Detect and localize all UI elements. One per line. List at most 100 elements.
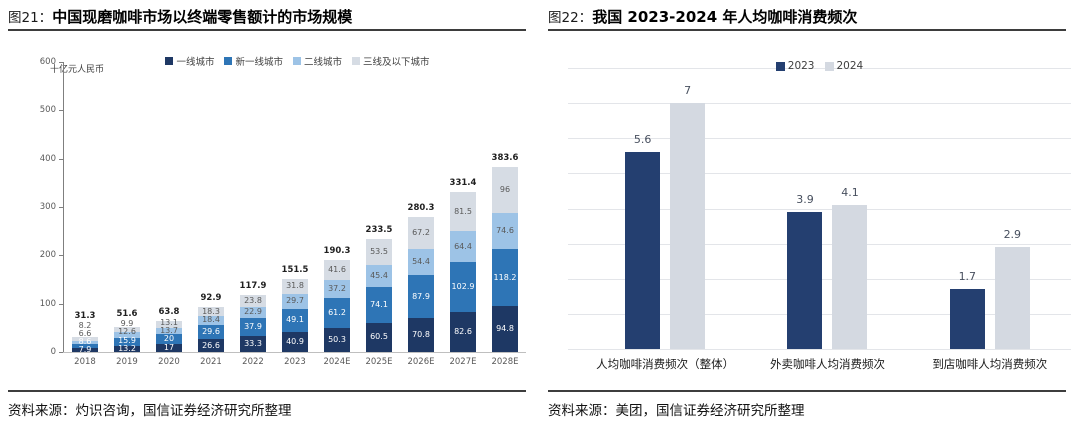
bar-wrap-2023: 5.6	[625, 68, 661, 349]
bar-segment-label: 29.7	[286, 296, 304, 306]
bar-segment-label: 31.8	[286, 281, 304, 291]
bar-segment	[408, 216, 434, 250]
legend-label: 2024	[836, 60, 864, 72]
stacked-bar-2023	[282, 278, 308, 352]
bar-segment	[240, 306, 266, 318]
y-axis-tick-label: 0	[50, 347, 56, 357]
bar-group-3: 1.7 2.9	[909, 68, 1071, 349]
bar-segment	[72, 348, 98, 352]
legend-swatch-icon	[824, 61, 834, 71]
gridline	[568, 173, 1071, 175]
stacked-bar-2020	[156, 321, 182, 352]
bar-segment-label: 60.5	[370, 332, 388, 342]
bar-total-label: 190.3	[323, 246, 351, 257]
bar-2023	[949, 289, 985, 349]
bar-2023	[787, 212, 823, 349]
bar-segment	[450, 231, 476, 263]
bar-segment	[366, 322, 392, 352]
legend-label: 一线城市	[176, 57, 215, 68]
category-labels-row: 人均咖啡消费频次（整体） 外卖咖啡人均消费频次 到店咖啡人均消费频次	[568, 356, 1071, 372]
bar-slot-2028E: 94.8 118.2 74.6 96 383.6 2028E	[484, 62, 526, 367]
legend-swatch-icon	[165, 57, 174, 65]
bar-segment	[282, 294, 308, 309]
legend-swatch-icon	[224, 57, 233, 65]
legend-item-新一线城市: 新一线城市	[224, 54, 283, 68]
bar-segment	[282, 308, 308, 333]
bar-total-label: 331.4	[449, 177, 477, 188]
figure-21-top-rule	[8, 29, 526, 31]
bar-segment	[450, 312, 476, 352]
y-axis-tick-label: 200	[39, 250, 56, 261]
bar-value-label: 1.7	[958, 270, 977, 284]
bar-segment-label: 50.3	[328, 334, 346, 344]
bar-slot-2020: 17 20 13.7 13.1 63.8 2020	[148, 62, 190, 367]
bar-value-label: 5.6	[633, 133, 652, 147]
bar-total-label: 117.9	[239, 281, 267, 292]
x-axis-category-label: 2021	[200, 357, 222, 367]
bar-wrap-2024: 4.1	[832, 68, 868, 349]
bar-wrap-2024: 2.9	[994, 68, 1030, 349]
figure-21-number: 图21：	[8, 10, 53, 26]
category-label-3: 到店咖啡人均消费频次	[932, 357, 1048, 371]
bar-segment-label: 29.6	[202, 327, 220, 336]
bar-segment	[156, 343, 182, 352]
figure-22-number: 图22：	[548, 10, 593, 26]
bar-group-1: 5.6 7	[584, 68, 746, 349]
bar-segment-label: 18.4	[202, 315, 220, 325]
bar-2024	[670, 103, 706, 349]
bar-group-2: 3.9 4.1	[746, 68, 908, 349]
stacked-bar-2024E	[324, 260, 350, 352]
bar-segment	[366, 286, 392, 323]
x-axis-category-label: 2023	[284, 357, 306, 367]
y-axis-tick	[59, 255, 63, 257]
bar-segment	[366, 239, 392, 266]
bar-slot-2027E: 82.6 102.9 64.4 81.5 331.4 2027E	[442, 62, 484, 367]
bar-segment-label: 54.4	[412, 257, 430, 267]
bar-segment-label: 18.3	[202, 306, 220, 316]
bar-segment	[492, 166, 518, 214]
stacked-bar-2027E	[450, 191, 476, 352]
y-axis-unit-label: 十亿元人民币	[50, 65, 105, 75]
bar-segment	[408, 275, 434, 318]
bar-segment-label: 22.9	[244, 307, 262, 317]
legend-item-2023: 2023	[775, 60, 815, 72]
x-axis-category-label: 2026E	[407, 357, 435, 367]
bar-segment-label: 33.3	[244, 338, 262, 348]
bar-segment	[114, 331, 140, 338]
y-axis-tick	[59, 62, 63, 63]
figure-22-title: 我国 2023-2024 年人均咖啡消费频次	[592, 8, 858, 26]
bar-segment-label: 26.6	[202, 340, 220, 350]
bar-wrap-2023: 3.9	[787, 68, 823, 349]
legend-swatch-icon	[293, 57, 301, 65]
bar-segment	[324, 327, 350, 352]
bar-segment	[450, 262, 476, 313]
x-axis-category-label: 2027E	[449, 357, 477, 367]
stacked-bar-2019	[114, 327, 140, 352]
bar-segment	[240, 317, 266, 336]
y-axis-tick-label: 400	[39, 153, 56, 164]
x-axis-category-label: 2022	[242, 357, 264, 367]
bar-2024	[994, 247, 1030, 349]
bar-segment	[282, 332, 308, 352]
legend-item-一线城市: 一线城市	[165, 54, 214, 68]
bar-segment-label: 102.9	[451, 282, 475, 292]
bar-slot-2023: 40.9 49.1 29.7 31.8 151.5 2023	[274, 62, 316, 367]
x-axis-category-label: 2025E	[365, 357, 393, 367]
bar-segment	[198, 307, 224, 316]
bar-segment-label: 7.9	[78, 345, 92, 355]
bar-wrap-2023: 1.7	[949, 68, 985, 349]
bar-total-label: 51.6	[116, 309, 138, 320]
bar-segment	[198, 339, 224, 352]
gridline	[568, 103, 1071, 105]
bar-2023	[625, 152, 661, 349]
bar-total-label: 383.6	[491, 152, 519, 163]
bar-wrap-2024: 7	[670, 68, 706, 349]
bars-area: 7.9 8.6 6.6 8.2 31.3 2018 13.2 15.9 12.6 9.9 51.6 2…	[64, 62, 526, 367]
x-axis-category-label: 2018	[74, 357, 96, 367]
legend-label: 二线城市	[304, 57, 343, 68]
bar-segment-label: 74.1	[370, 299, 388, 309]
bar-segment	[492, 306, 518, 352]
bar-segment	[156, 327, 182, 335]
legend-label: 新一线城市	[235, 57, 283, 68]
y-axis-tick	[59, 110, 63, 112]
